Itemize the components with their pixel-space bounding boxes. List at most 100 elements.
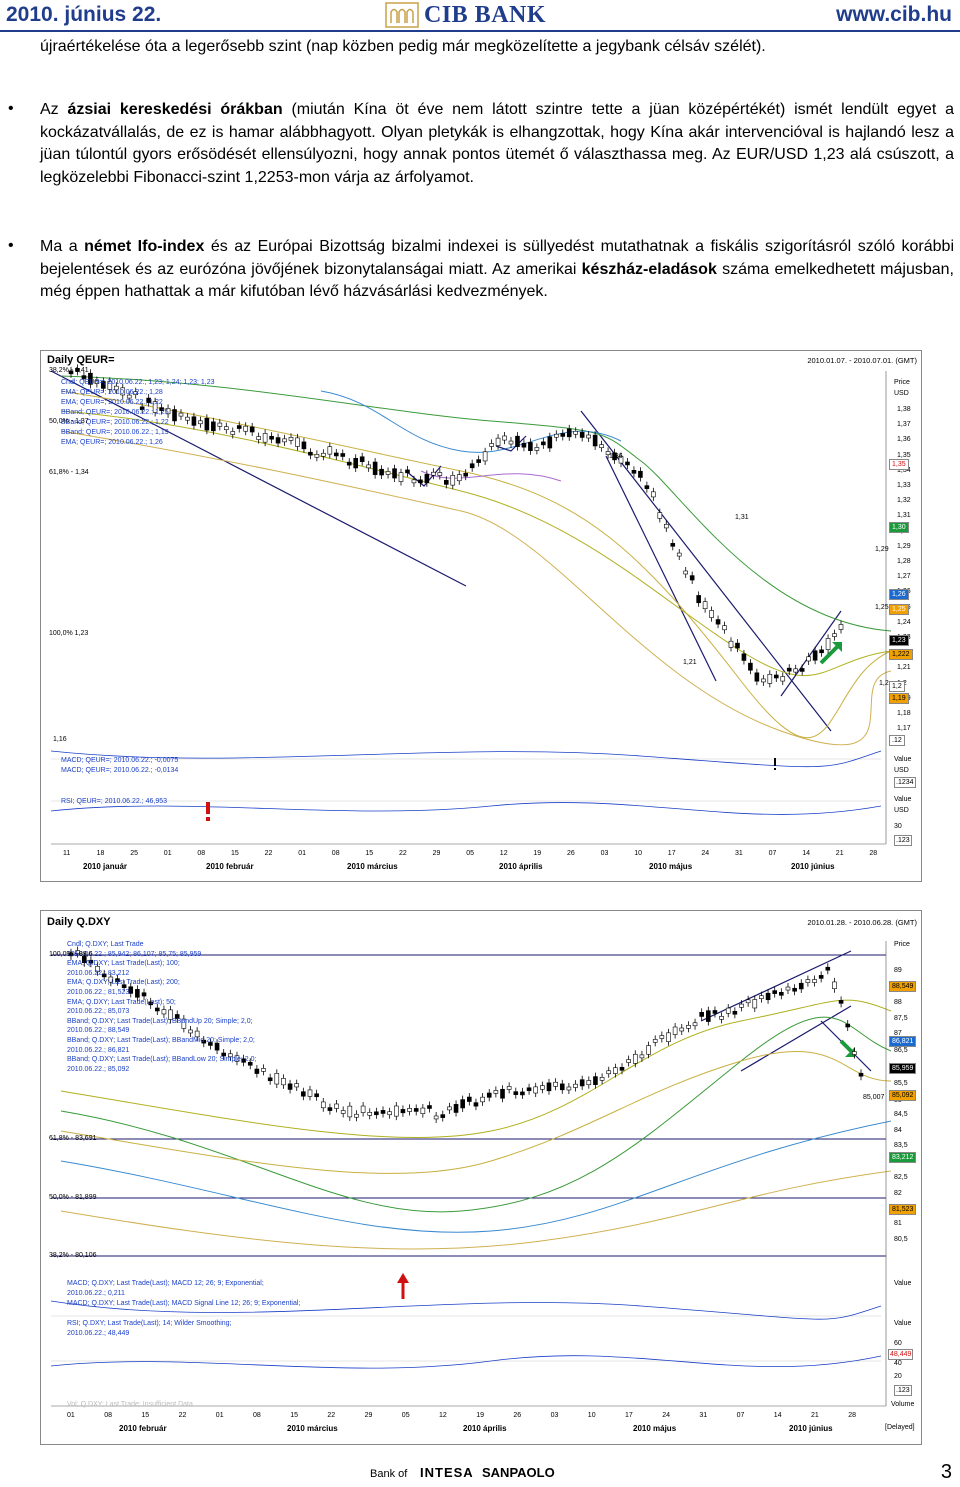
fib-label: 38,2% - 1,41 [49, 367, 89, 374]
candle [243, 425, 249, 432]
candle [101, 973, 107, 978]
candle [427, 1105, 432, 1109]
x-tick-label: 22 [178, 1412, 187, 1419]
cib-logo-icon [385, 2, 419, 28]
candle [825, 966, 831, 971]
candle [437, 472, 443, 476]
candle [533, 1086, 539, 1094]
fib-label: 1,16 [53, 736, 67, 743]
candle [354, 1113, 359, 1118]
legend-entry: BBand; QEUR=; 2010.06.22.; 1,19 [61, 429, 169, 436]
y-tick-label: 1,29 [897, 542, 911, 550]
candle [128, 986, 134, 994]
candle [463, 472, 469, 477]
x-month-label: 2010 február [119, 1424, 167, 1433]
candle [374, 1111, 379, 1116]
candle [745, 999, 751, 1004]
candle [709, 610, 714, 618]
chart2-range: 2010.01.28. - 2010.06.28. (GMT) [807, 918, 917, 927]
currency-axis-label: USD [894, 807, 909, 814]
candle [440, 1114, 446, 1118]
header-url: www.cib.hu [836, 3, 952, 26]
price-axis-label: Price [894, 379, 910, 386]
candle [741, 653, 747, 661]
paragraph-text: Ma a [40, 238, 85, 255]
x-tick-label: 12 [439, 1412, 447, 1419]
candle [168, 1009, 173, 1020]
candle [513, 1091, 519, 1095]
chart1-range: 2010.01.07. - 2010.07.01. (GMT) [807, 356, 917, 365]
macd-value-box: .1234 [894, 777, 916, 788]
y-value-box: 1,19 [889, 693, 909, 704]
x-month-label: 2010 január [83, 862, 128, 871]
legend-entry: 2010.06.22.; 88,549 [67, 1027, 130, 1035]
y-tick-label: 1,27 [897, 573, 911, 581]
candle [281, 1078, 286, 1086]
y-value-box: 85,959 [889, 1063, 917, 1074]
candle [340, 1110, 346, 1114]
x-tick-label: 24 [662, 1412, 670, 1419]
candle [520, 1091, 525, 1096]
paragraph-bold: ázsiai kereskedési órákban [67, 101, 283, 118]
y-tick-label: 88 [894, 999, 902, 1006]
dxy-chart: Daily Q.DXY 2010.01.28. - 2010.06.28. (G… [40, 910, 922, 1445]
y-tick-label: 1,32 [897, 497, 911, 505]
y-tick-label: 81 [894, 1220, 902, 1227]
candle [773, 674, 779, 679]
candle [646, 1045, 651, 1055]
legend-entry: EMA; Q.DXY; Last Trade(Last); 100; [67, 960, 180, 968]
candle [181, 1018, 187, 1029]
candle [631, 470, 637, 474]
candle [120, 387, 126, 396]
chart1-plot [50, 364, 892, 845]
candle [201, 1039, 207, 1044]
y-value-box: 86,821 [889, 1036, 917, 1047]
candle [838, 1000, 844, 1004]
x-tick-label: 10 [587, 1412, 596, 1419]
candle [346, 461, 352, 466]
x-tick-label: 29 [364, 1412, 373, 1419]
candle [185, 416, 190, 421]
candle [126, 394, 132, 399]
candle [269, 435, 274, 440]
x-tick-label: 14 [802, 850, 810, 857]
x-tick-label: 21 [835, 850, 844, 857]
paragraph-ifo: Ma a német Ifo-index és az Európai Bizot… [40, 236, 954, 304]
footer-intesa-logo: INTESA [420, 1465, 474, 1480]
candle [141, 992, 147, 997]
candle [489, 443, 494, 447]
candle [148, 1001, 153, 1006]
x-tick-label: 31 [735, 850, 743, 857]
candle [460, 1099, 465, 1109]
candle [152, 401, 158, 413]
candle [217, 422, 223, 427]
candle [508, 440, 514, 445]
legend-entry: Cndl; Q.DXY; Last Trade [67, 941, 144, 948]
x-tick-label: 15 [141, 1412, 150, 1419]
legend-entry: 2010.06.22.; 83,212 [67, 969, 130, 977]
rsi-value-label: Value [894, 1320, 912, 1327]
y-tick-label: 1,36 [897, 436, 911, 444]
fib-label: 50,0% - 81,899 [49, 1194, 97, 1201]
paragraph-text: és az Európai Bizottság bizalmi indexei … [40, 238, 954, 278]
rsi-legend: RSI; Q.DXY; Last Trade(Last); 14; Wilder… [67, 1320, 232, 1327]
candle [139, 406, 145, 411]
currency-axis-label: USD [894, 767, 909, 774]
candle [456, 474, 462, 482]
candle [482, 451, 488, 462]
macd-legend: MACD; QEUR=; 2010.06.22.; -0,0134 [61, 767, 179, 774]
candle [666, 1032, 671, 1042]
candle [553, 433, 559, 438]
y-tick-label: 1,21 [897, 664, 911, 672]
candle [275, 437, 281, 444]
candle [236, 425, 242, 429]
bullet-1: • [8, 100, 14, 117]
candle [632, 1053, 638, 1064]
candle [805, 979, 811, 983]
y-value-box: 1,2 [889, 681, 905, 692]
candle [353, 458, 359, 469]
x-tick-label: 22 [399, 850, 407, 857]
legend-entry: 2010.06.22.; 85,942; 86,107; 85,75; 85,9… [67, 950, 202, 958]
candle [560, 433, 566, 437]
x-tick-label: 01 [215, 1412, 224, 1419]
